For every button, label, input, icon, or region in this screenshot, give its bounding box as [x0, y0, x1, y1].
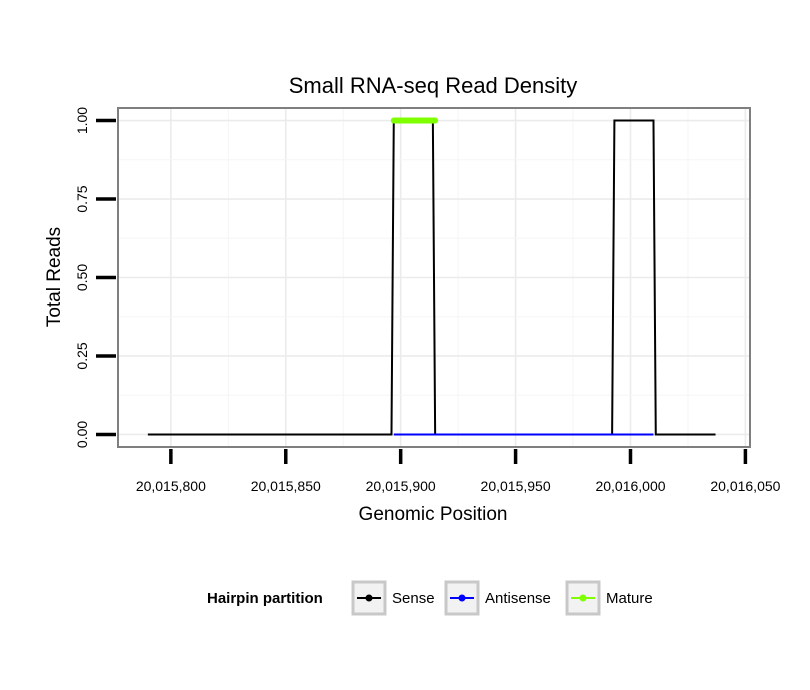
x-tick-label: 20,016,050	[710, 478, 780, 494]
y-tick-label: 1.00	[74, 107, 90, 134]
legend-item-sense: Sense	[351, 580, 435, 616]
y-axis-label: Total Reads	[44, 227, 65, 327]
legend-label: Antisense	[485, 590, 551, 607]
series-layer	[147, 117, 716, 436]
y-axis: 0.00 0.25 0.50 0.75 1.00	[74, 107, 116, 448]
x-tick-label: 20,015,800	[136, 478, 206, 494]
x-tick-label: 20,016,000	[595, 478, 665, 494]
x-axis: 20,015,800 20,015,850 20,015,900 20,015,950…	[136, 449, 781, 494]
legend-label: Sense	[392, 590, 435, 607]
y-tick-label: 0.75	[74, 185, 90, 212]
legend-key-dot	[365, 594, 373, 602]
x-tick-label: 20,015,950	[481, 478, 551, 494]
x-axis-label: Genomic Position	[359, 504, 508, 525]
legend-title: Hairpin partition	[207, 590, 323, 607]
legend-item-antisense: Antisense	[444, 580, 551, 616]
legend-label: Mature	[606, 590, 653, 607]
chart-title: Small RNA-seq Read Density	[289, 73, 578, 98]
legend-key-dot	[579, 594, 587, 602]
legend-item-mature: Mature	[565, 580, 653, 616]
y-tick-label: 0.00	[74, 421, 90, 448]
x-tick-label: 20,015,900	[366, 478, 436, 494]
legend-key-dot	[458, 594, 466, 602]
y-tick-label: 0.25	[74, 342, 90, 369]
legend: Hairpin partition Sense Antisense Mature	[207, 580, 653, 616]
x-tick-label: 20,015,850	[251, 478, 321, 494]
y-tick-label: 0.50	[74, 264, 90, 291]
plot-panel-border	[117, 107, 751, 448]
